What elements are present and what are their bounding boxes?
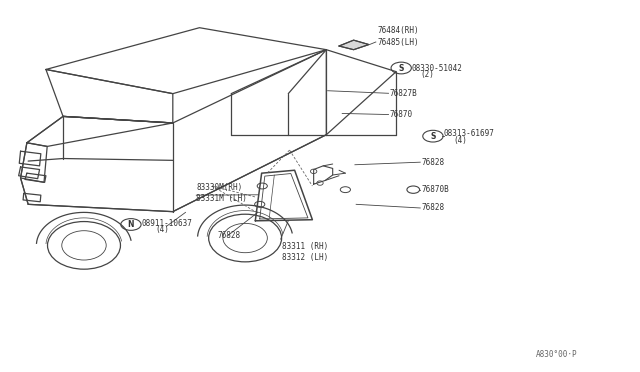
Text: 76870: 76870	[390, 110, 413, 119]
Text: 76828: 76828	[217, 231, 241, 240]
Text: 76827B: 76827B	[390, 89, 417, 98]
Text: 08313-61697: 08313-61697	[444, 129, 495, 138]
Text: (4): (4)	[155, 225, 169, 234]
Text: 08330-51042: 08330-51042	[412, 64, 462, 73]
Text: 76828: 76828	[422, 203, 445, 212]
Text: S: S	[399, 64, 404, 73]
Text: 83330M(RH)
83331M (LH): 83330M(RH) 83331M (LH)	[196, 183, 247, 203]
Text: S: S	[430, 132, 436, 141]
Text: A830°00·P: A830°00·P	[536, 350, 577, 359]
Text: (4): (4)	[453, 136, 467, 145]
Text: 83311 (RH)
83312 (LH): 83311 (RH) 83312 (LH)	[282, 242, 328, 262]
Text: 76484(RH)
76485(LH): 76484(RH) 76485(LH)	[377, 26, 419, 46]
Text: 76870B: 76870B	[422, 185, 449, 194]
Text: N: N	[128, 220, 134, 229]
Text: 08911-10637: 08911-10637	[141, 219, 192, 228]
Text: 76828: 76828	[422, 158, 445, 167]
Polygon shape	[339, 40, 369, 50]
Text: (2): (2)	[420, 70, 434, 79]
